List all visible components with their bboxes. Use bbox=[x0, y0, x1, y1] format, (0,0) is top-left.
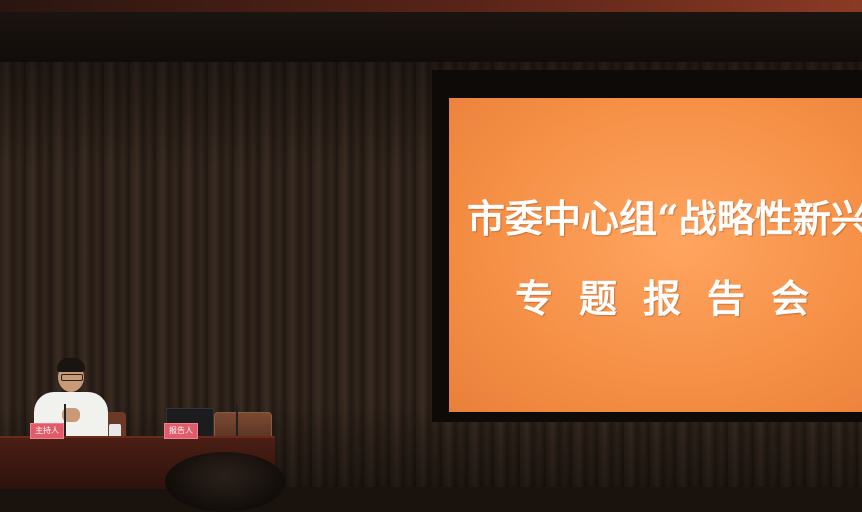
person-hair bbox=[57, 358, 85, 372]
microphone-icon bbox=[236, 404, 238, 438]
ceiling bbox=[0, 0, 862, 12]
host-nameplate: 主持人 bbox=[30, 423, 64, 439]
person-glasses bbox=[61, 374, 83, 381]
audience-head bbox=[165, 452, 285, 512]
curtain-valance bbox=[0, 12, 862, 70]
speaker-nameplate: 报告人 bbox=[164, 423, 198, 439]
screen-subtitle: 专题报告会 bbox=[515, 276, 836, 321]
person-hands bbox=[62, 408, 80, 422]
projection-screen: 市委中心组“战略性新兴产业” 专题报告会 bbox=[449, 98, 862, 412]
microphone-icon bbox=[64, 404, 66, 438]
tea-cup bbox=[109, 424, 121, 438]
screen-title: 市委中心组“战略性新兴产业” bbox=[467, 196, 862, 241]
